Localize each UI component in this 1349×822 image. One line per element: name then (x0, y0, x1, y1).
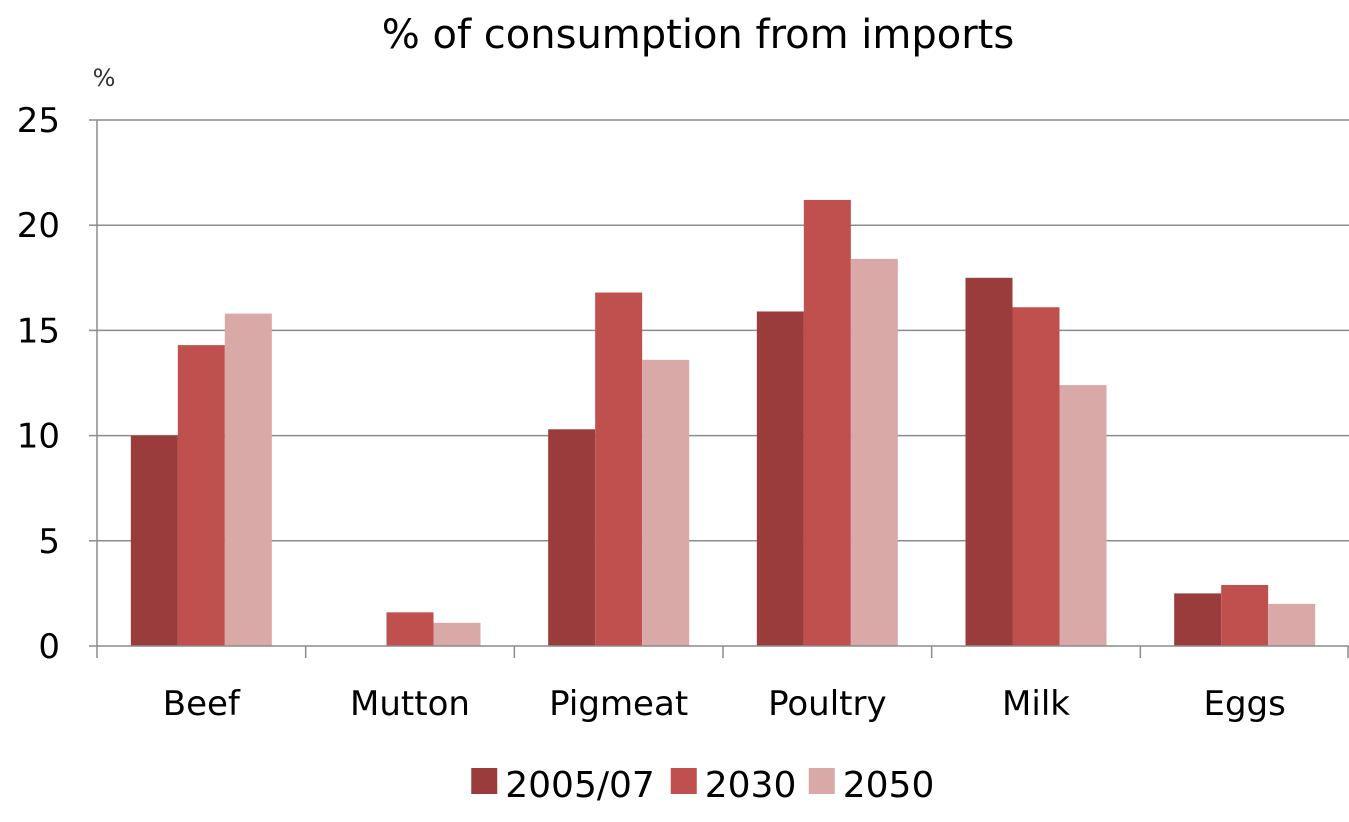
x-tick-label: Milk (1002, 684, 1070, 724)
bar-poultry-2030 (803, 199, 851, 646)
bars (130, 199, 1316, 646)
x-tick-label: Beef (163, 684, 241, 724)
bar-beef-2005-07 (130, 435, 178, 646)
x-tick-label: Eggs (1203, 684, 1285, 724)
legend-swatch (471, 768, 498, 794)
bar-eggs-2005-07 (1174, 593, 1222, 646)
x-tick-label: Pigmeat (549, 684, 688, 724)
y-tick-label: 0 (38, 627, 60, 667)
x-tick-labels: Beef Mutton Pigmeat Poultry Milk Eggs (163, 684, 1286, 724)
y-tick-label: 10 (17, 417, 60, 457)
legend-item: 2030 (670, 765, 797, 806)
legend: 2005/07 2030 2050 (471, 765, 934, 806)
bar-pigmeat-2030 (595, 292, 643, 646)
gridlines (97, 119, 1349, 542)
chart-title: % of consumption from imports (382, 12, 1014, 58)
bar-poultry-2005-07 (756, 311, 804, 646)
bar-mutton-2050 (433, 622, 481, 646)
bar-poultry-2050 (850, 258, 898, 646)
x-tick-label: Poultry (768, 684, 887, 724)
y-tick-labels: 0 5 10 15 20 25 (17, 101, 60, 667)
axes (89, 119, 1349, 658)
bar-pigmeat-2050 (642, 359, 690, 646)
y-axis-unit: % (93, 64, 116, 92)
y-tick-label: 15 (17, 311, 60, 351)
legend-label: 2050 (843, 765, 935, 806)
bar-mutton-2030 (386, 612, 434, 646)
bar-eggs-2050 (1268, 603, 1316, 646)
bar-beef-2030 (177, 345, 225, 646)
bar-milk-2030 (1012, 307, 1060, 646)
bar-beef-2050 (224, 313, 272, 646)
y-tick-label: 5 (38, 522, 60, 562)
bar-pigmeat-2005-07 (548, 429, 596, 646)
legend-swatch (808, 768, 835, 794)
legend-swatch (670, 768, 697, 794)
bar-eggs-2030 (1221, 584, 1269, 646)
y-tick-label: 25 (17, 101, 60, 141)
legend-label: 2030 (705, 765, 797, 806)
legend-item: 2050 (808, 765, 935, 806)
bar-milk-2050 (1059, 385, 1107, 646)
x-tick-label: Mutton (350, 684, 470, 724)
legend-label: 2005/07 (505, 765, 655, 806)
y-tick-label: 20 (17, 206, 60, 246)
legend-item: 2005/07 (471, 765, 655, 806)
bar-milk-2005-07 (965, 277, 1013, 646)
